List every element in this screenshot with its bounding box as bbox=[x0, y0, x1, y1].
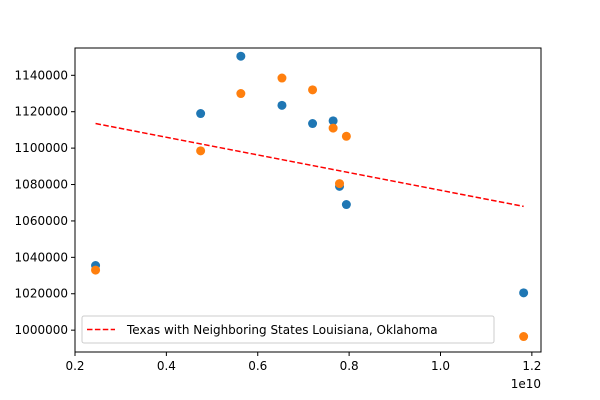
y-tick-label-3: 1060000 bbox=[15, 214, 68, 228]
series-1-point-5 bbox=[328, 123, 338, 133]
x-tick-label-5: 1.2 bbox=[522, 359, 541, 373]
series-1-point-8 bbox=[519, 332, 529, 342]
series-0-point-7 bbox=[341, 200, 351, 210]
series-1-point-0 bbox=[91, 265, 101, 275]
series-0-point-5 bbox=[328, 116, 338, 126]
series-0-point-4 bbox=[308, 119, 318, 129]
series-1-point-2 bbox=[236, 89, 246, 99]
y-tick-label-2: 1040000 bbox=[15, 250, 68, 264]
series-0-point-1 bbox=[196, 109, 206, 119]
x-axis-offset-label: 1e10 bbox=[511, 377, 541, 391]
x-tick-label-0: 0.2 bbox=[65, 359, 84, 373]
series-1-point-7 bbox=[341, 131, 351, 141]
y-tick-label-6: 1120000 bbox=[15, 105, 68, 119]
legend-box bbox=[81, 315, 495, 344]
x-tick-label-1: 0.4 bbox=[157, 359, 176, 373]
series-0-point-3 bbox=[277, 100, 287, 110]
x-tick-label-3: 0.8 bbox=[340, 359, 359, 373]
plot-frame bbox=[74, 47, 542, 353]
y-tick-label-7: 1140000 bbox=[15, 68, 68, 82]
series-1-point-3 bbox=[277, 73, 287, 83]
y-tick-label-5: 1100000 bbox=[15, 141, 68, 155]
series-1-point-4 bbox=[308, 85, 318, 95]
plot-layer bbox=[91, 51, 529, 342]
y-tick-label-4: 1080000 bbox=[15, 178, 68, 192]
trend-line bbox=[95, 122, 524, 208]
y-tick-label-0: 1000000 bbox=[15, 323, 68, 337]
series-0-point-2 bbox=[236, 51, 246, 61]
series-1-point-6 bbox=[335, 179, 345, 189]
series-1-point-1 bbox=[196, 146, 206, 156]
y-tick-label-1: 1020000 bbox=[15, 287, 68, 301]
x-tick-label-2: 0.6 bbox=[248, 359, 267, 373]
legend-label: Texas with Neighboring States Louisiana,… bbox=[126, 323, 438, 337]
series-0-point-8 bbox=[519, 288, 529, 298]
axes-layer: 0.2 0.4 0.6 0.8 1.0 1.2 1000000 1020000 1040000 1… bbox=[15, 47, 542, 373]
legend: Texas with Neighboring States Louisiana,… bbox=[81, 315, 495, 344]
x-tick-label-4: 1.0 bbox=[431, 359, 450, 373]
